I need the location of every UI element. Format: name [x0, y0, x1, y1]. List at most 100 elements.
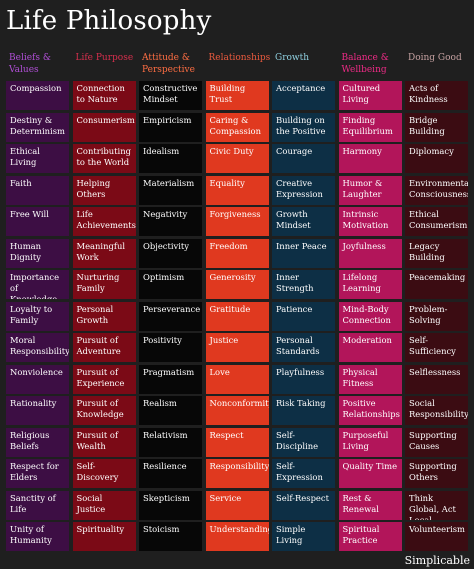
grid-cell: Building on the Positive	[272, 112, 335, 142]
grid-cell: Ethical Consumerism	[405, 207, 468, 236]
grid-cell: Harmony	[338, 144, 402, 173]
grid-cell: Nurturing Family	[72, 270, 136, 299]
grid-cell: Personal Growth	[72, 301, 136, 331]
grid-cell: Intrinsic Motivation	[338, 207, 402, 236]
column-life-purpose: Life Purpose Connection to Nature Consum…	[72, 50, 136, 554]
grid-cell: Building Trust	[205, 81, 269, 110]
grid-cell: Patience	[272, 301, 335, 331]
grid-cell: Supporting Causes	[405, 427, 468, 457]
grid-cell: Social Justice	[72, 490, 136, 520]
grid-cell: Quality Time	[338, 459, 402, 488]
grid-cell: Compassion	[6, 81, 69, 110]
grid-cell: Skepticism	[139, 490, 202, 520]
column-header: Balance & Wellbeing	[341, 53, 389, 75]
grid-cell: Lifelong Learning	[338, 270, 402, 299]
grid-cell: Meaningful Work	[72, 238, 136, 268]
grid-cell: Service	[205, 490, 269, 520]
grid-cell: Justice	[205, 333, 269, 362]
grid-cell: Legacy Building	[405, 238, 468, 268]
grid-cell: Joyfulness	[338, 238, 402, 268]
grid-cell: Love	[205, 364, 269, 394]
grid-cell: Humor & Laughter	[338, 175, 402, 205]
grid-cell: Self-Sufficiency	[405, 333, 468, 362]
grid-cell: Realism	[139, 396, 202, 425]
grid-cell: Unity of Humanity	[6, 522, 69, 551]
grid-cell: Ethical Living	[6, 144, 69, 173]
grid-cell: Self-Discovery	[72, 459, 136, 488]
grid-cell: Rest & Renewal	[338, 490, 402, 520]
grid-cell: Problem-Solving	[405, 301, 468, 331]
grid-cell: Diplomacy	[405, 144, 468, 173]
grid-cell: Purposeful Living	[338, 427, 402, 457]
grid-cell: Pursuit of Adventure	[72, 333, 136, 362]
grid-cell: Creative Expression	[272, 175, 335, 205]
column-relationships: Relationships Building Trust Caring & Co…	[205, 50, 271, 554]
grid-cell: Selflessness	[405, 364, 468, 394]
grid-cell: Civic Duty	[205, 144, 269, 173]
column-header: Relationships	[208, 53, 271, 63]
grid-cell: Understanding	[205, 522, 269, 551]
grid-cell: Social Responsibility	[405, 396, 468, 425]
grid-cell: Generosity	[205, 270, 269, 299]
grid-cell: Acts of Kindness	[405, 81, 468, 110]
grid-cell: Positive Relationships	[338, 396, 402, 425]
column-header: Doing Good	[408, 53, 462, 63]
column-header: Life Purpose	[75, 53, 134, 63]
column-header: Beliefs & Values	[9, 53, 51, 75]
grid-cell: Playfulness	[272, 364, 335, 394]
grid-cell: Cultured Living	[338, 81, 402, 110]
grid-cell: Personal Standards	[272, 333, 335, 362]
grid-cell: Destiny & Determinism	[6, 112, 69, 142]
grid-cell: Courage	[272, 144, 335, 173]
grid-cell: Bridge Building	[405, 112, 468, 142]
grid-cell: Freedom	[205, 238, 269, 268]
brand-wordmark: Simplicable	[404, 554, 470, 567]
grid-cell: Pursuit of Knowledge	[72, 396, 136, 425]
column-header: Growth	[275, 53, 310, 63]
philosophy-grid: Beliefs & Values Compassion Destiny & De…	[6, 50, 468, 554]
grid-cell: Stoicism	[139, 522, 202, 551]
grid-cell: Moderation	[338, 333, 402, 362]
grid-cell: Simple Living	[272, 522, 335, 551]
grid-cell: Free Will	[6, 207, 69, 236]
grid-cell: Respect for Elders	[6, 459, 69, 488]
grid-cell: Finding Equilibrium	[338, 112, 402, 142]
grid-cell: Pursuit of Experience	[72, 364, 136, 394]
grid-cell: Nonviolence	[6, 364, 69, 394]
grid-cell: Forgiveness	[205, 207, 269, 236]
grid-cell: Self-Discipline	[272, 427, 335, 457]
grid-cell: Contributing to the World	[72, 144, 136, 173]
grid-cell: Helping Others	[72, 175, 136, 205]
page-title: Life Philosophy	[6, 6, 212, 36]
grid-cell: Supporting Others	[405, 459, 468, 488]
grid-cell: Optimism	[139, 270, 202, 299]
grid-cell: Objectivity	[139, 238, 202, 268]
grid-cell: Empiricism	[139, 112, 202, 142]
grid-cell: Equality	[205, 175, 269, 205]
column-growth: Growth Acceptance Building on the Positi…	[272, 50, 335, 554]
grid-cell: Acceptance	[272, 81, 335, 110]
column-balance-wellbeing: Balance & Wellbeing Cultured Living Find…	[338, 50, 402, 554]
column-header: Attitude & Perspective	[142, 53, 195, 75]
grid-cell: Nonconformity	[205, 396, 269, 425]
column-attitude-perspective: Attitude & Perspective Constructive Mind…	[139, 50, 202, 554]
grid-cell: Consumerism	[72, 112, 136, 142]
grid-cell: Moral Responsibility	[6, 333, 69, 362]
grid-cell: Peacemaking	[405, 270, 468, 299]
grid-cell: Risk Taking	[272, 396, 335, 425]
grid-cell: Relativism	[139, 427, 202, 457]
grid-cell: Gratitude	[205, 301, 269, 331]
column-doing-good: Doing Good Acts of Kindness Bridge Build…	[405, 50, 468, 554]
grid-cell: Self-Expression	[272, 459, 335, 488]
grid-cell: Human Dignity	[6, 238, 69, 268]
grid-cell: Pragmatism	[139, 364, 202, 394]
grid-cell: Responsibility	[205, 459, 269, 488]
grid-cell: Environmental Consciousness	[405, 175, 468, 205]
grid-cell: Materialism	[139, 175, 202, 205]
grid-cell: Inner Peace	[272, 238, 335, 268]
grid-cell: Constructive Mindset	[139, 81, 202, 110]
grid-cell: Faith	[6, 175, 69, 205]
grid-cell: Resilience	[139, 459, 202, 488]
grid-cell: Mind-Body Connection	[338, 301, 402, 331]
grid-cell: Self-Respect	[272, 490, 335, 520]
